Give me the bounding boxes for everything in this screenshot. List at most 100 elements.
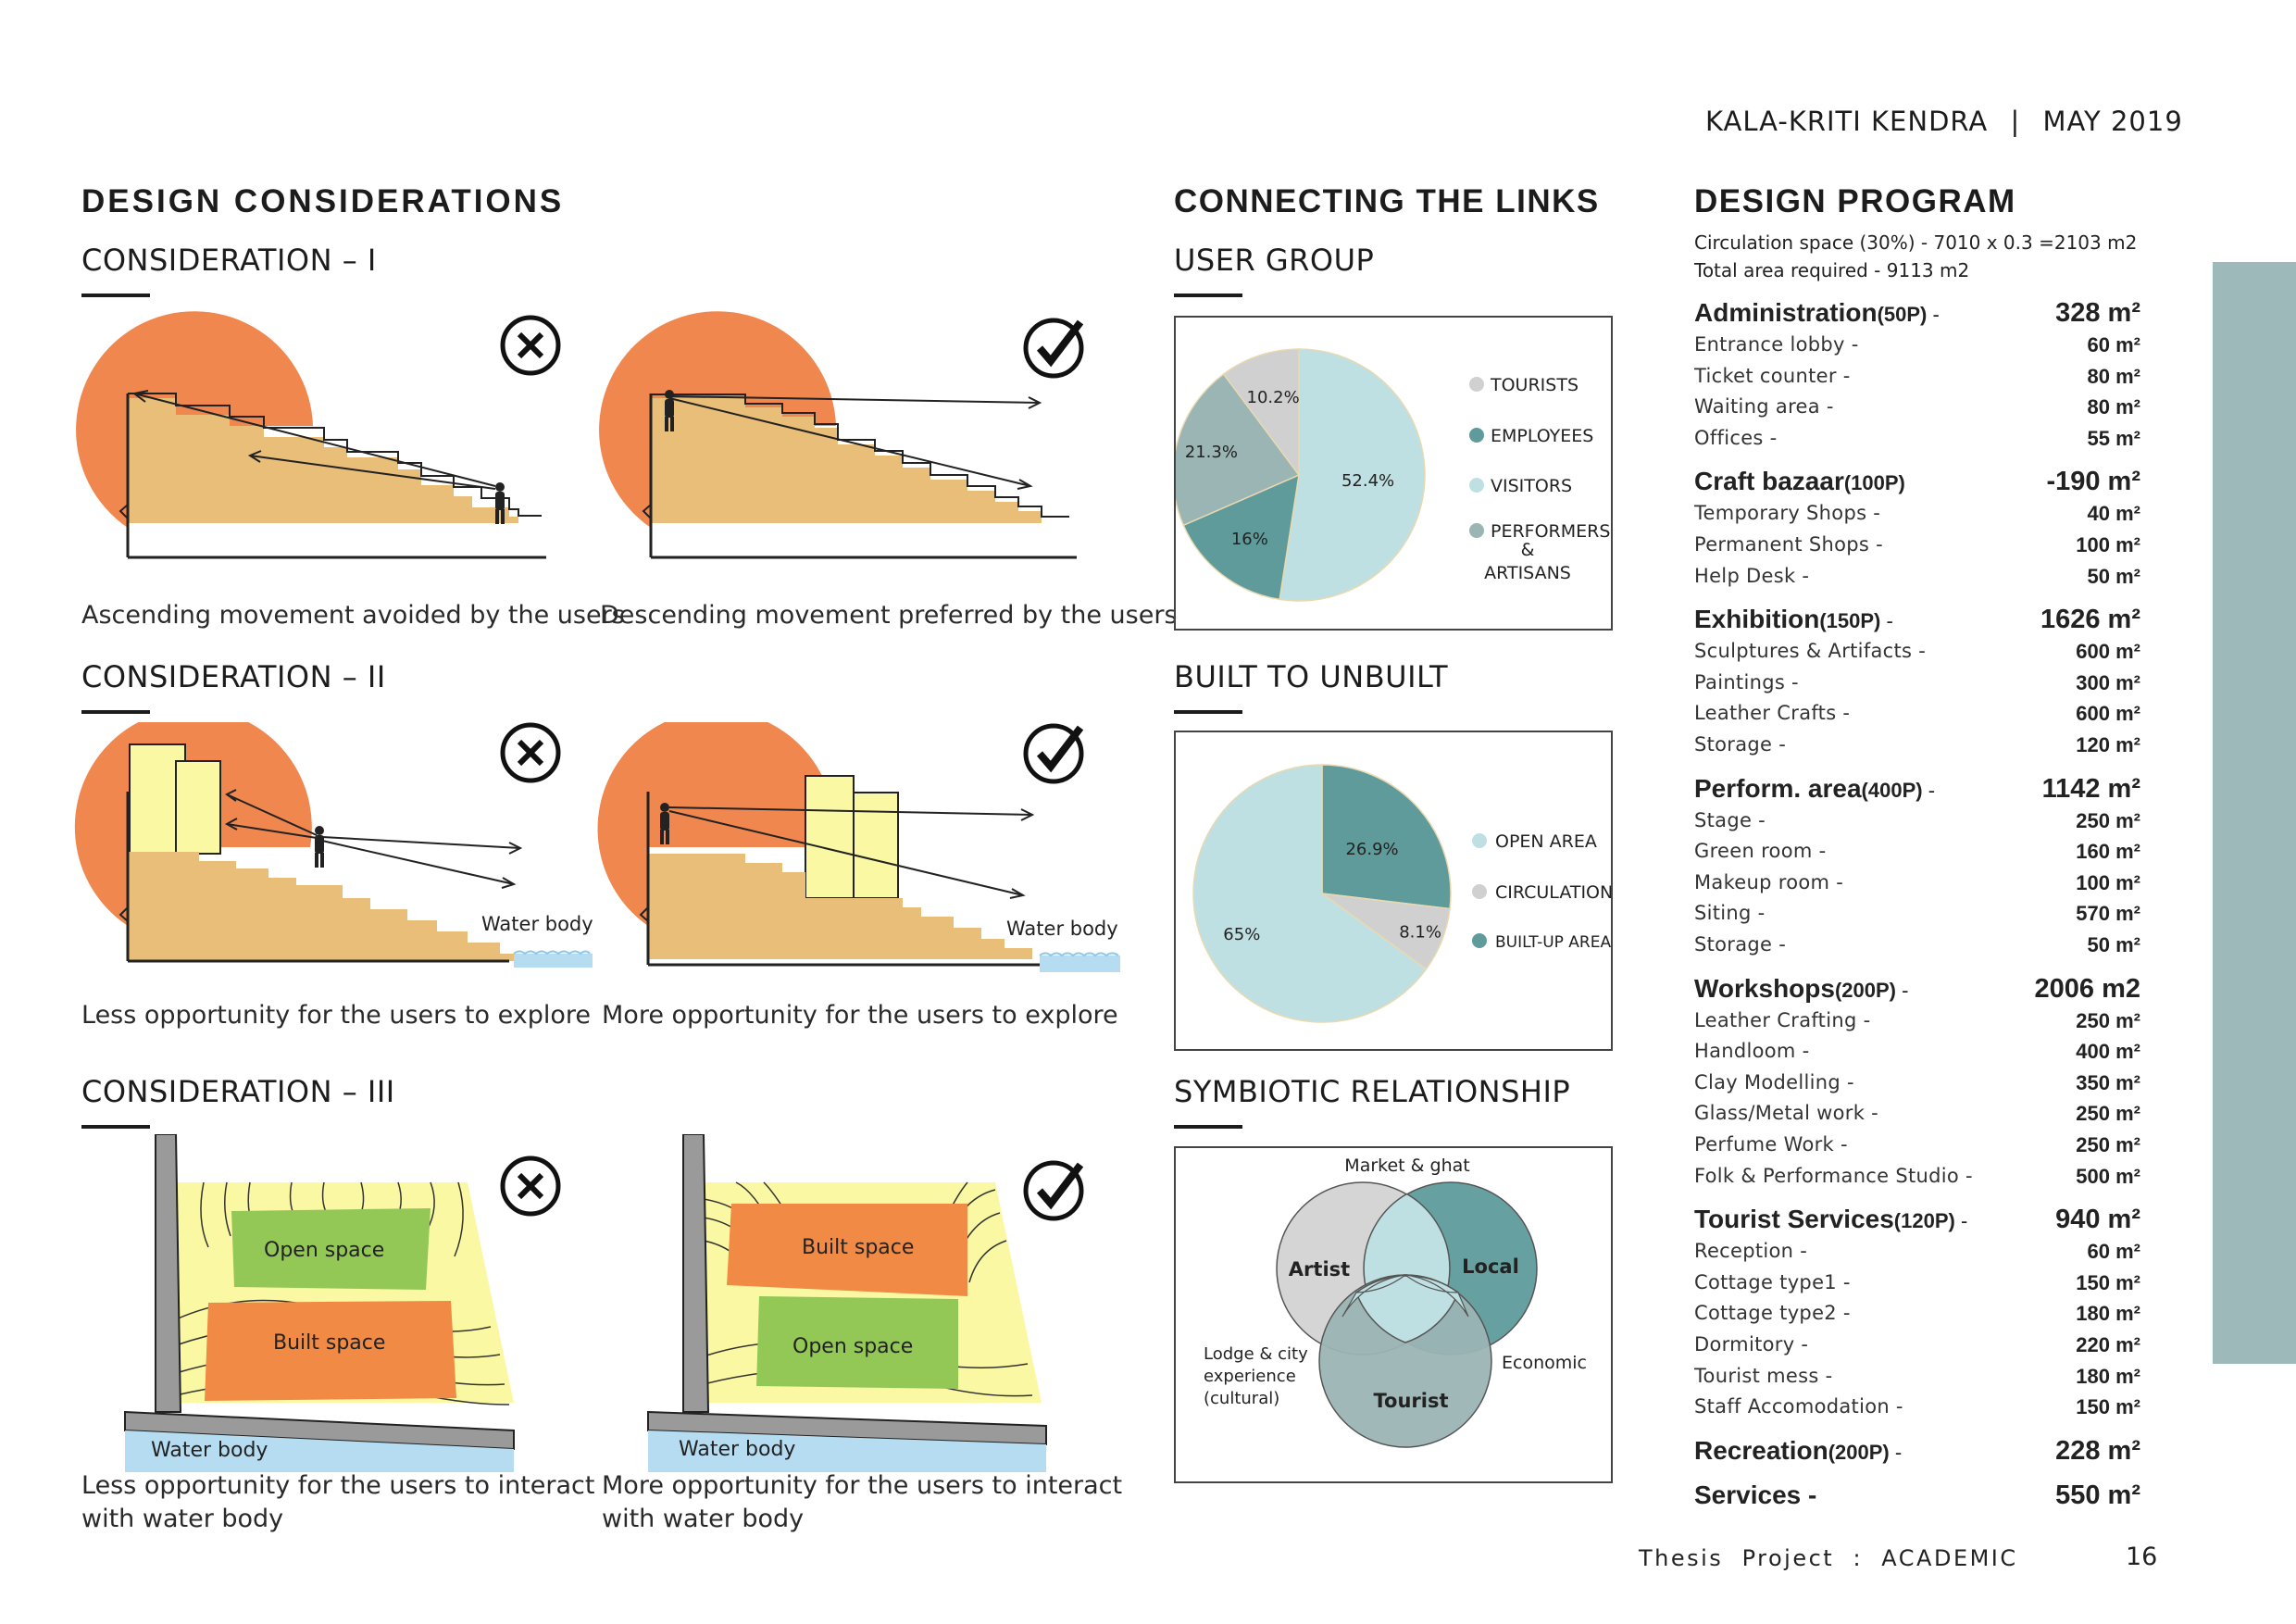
program-label: Storage - [1694,933,1786,956]
cross-icon [500,315,561,376]
legend: TOURISTS EMPLOYEES VISITORS PERFORMERS &… [1469,375,1610,583]
legend-artisans: ARTISANS [1484,563,1571,583]
program-value: 100 m² [2076,533,2140,556]
program-name: Entrance lobby - [1694,333,1859,356]
user-group-chart-box: 52.4% 16% 21.3% 10.2% TOURISTS EMPLOYEES VI… [1172,316,1613,631]
program-label: Perfume Work - [1694,1133,1848,1156]
program-label: Makeup room - [1694,871,1843,893]
program-capacity: (100P) [1843,471,1905,495]
program-category: Recreation(200P) - 228 m² [1694,1436,2140,1468]
legend-dot-open [1472,833,1487,848]
program-label: Exhibition(150P) - [1694,605,1893,634]
program-value: 1142 m² [2041,773,2140,804]
program-name: Offices - [1694,426,1778,449]
pie-label: 16% [1231,530,1268,549]
program-value: 2006 m2 [2034,973,2141,1004]
program-dash: - [1880,609,1893,633]
caption-line: Less opportunity for the users to intera… [81,1471,595,1500]
program-label: Entrance lobby - [1694,333,1859,356]
program-name: Tourist Services [1694,1205,1894,1234]
program-name: Recreation [1694,1435,1828,1465]
program-item: Perfume Work - 250 m² [1694,1133,2140,1165]
footer-label: Thesis Project : ACADEMIC [1639,1545,2018,1571]
program-category: Exhibition(150P) - 1626 m² [1694,605,2140,636]
program-name: Green room - [1694,840,1827,863]
pie-slice [1279,348,1426,602]
program-name: Tourist mess - [1694,1364,1833,1387]
program-name: Stage - [1694,808,1766,831]
program-capacity: (400P) [1861,778,1923,802]
program-label: Cottage type1 - [1694,1271,1851,1293]
program-item: Tourist mess - 180 m² [1694,1365,2140,1396]
program-label: Permanent Shops - [1694,533,1883,556]
caption-line: More opportunity for the users to intera… [602,1471,1123,1500]
site-plan-right [647,1134,1047,1472]
venn-lodge-2: experience [1204,1367,1296,1386]
program-name: Temporary Shops - [1694,502,1881,525]
open-space-label: Open space [792,1335,914,1358]
program-value: 180 m² [2076,1302,2140,1326]
program-value: 600 m² [2076,640,2140,664]
legend: OPEN AREA CIRCULATION BUILT-UP AREA [1472,831,1613,952]
program-name: Perfume Work - [1694,1133,1848,1156]
program-label: Administration(50P) - [1694,298,1940,328]
program-item: Temporary Shops - 40 m² [1694,502,2140,533]
program-item: Cottage type2 - 180 m² [1694,1302,2140,1333]
legend-employees: EMPLOYEES [1491,426,1593,446]
venn-market-ghat: Market & ghat [1344,1156,1469,1176]
legend-circulation: CIRCULATION [1495,882,1611,903]
page-number: 16 [2126,1543,2158,1571]
program-category: Craft bazaar(100P) -190 m² [1694,467,2140,498]
side-band [2213,262,2296,1364]
pie-label: 8.1% [1399,923,1441,943]
built-to-unbuilt-heading: BUILT TO UNBUILT [1174,659,1448,694]
program-dash: - [1954,1209,1968,1233]
program-value: 40 m² [2087,502,2140,526]
program-name: Folk & Performance Studio - [1694,1164,1973,1187]
program-value: 940 m² [2055,1205,2140,1235]
program-name: Reception - [1694,1240,1808,1263]
caption-ascending: Ascending movement avoided by the users [81,601,625,630]
program-name: Cottage type1 - [1694,1270,1851,1293]
pie-label: 52.4% [1341,471,1394,491]
program-name: Siting - [1694,902,1766,925]
pie-label: 21.3% [1185,443,1238,462]
program-name: Permanent Shops - [1694,533,1883,556]
program-label: Services - [1694,1480,1816,1510]
venn-lodge-3: (cultural) [1204,1389,1279,1408]
program-category: Tourist Services(120P) - 940 m² [1694,1205,2140,1236]
program-item: Cottage type1 - 150 m² [1694,1271,2140,1303]
program-value: 55 m² [2087,426,2140,450]
venn-local: Local [1462,1255,1519,1278]
built-space-label: Built space [273,1331,386,1355]
built-chart-box: 26.9% 8.1% 65% OPEN AREA CIRCULATION BUILT… [1174,731,1613,1051]
design-program-title: DESIGN PROGRAM [1694,183,2016,219]
program-name: Waiting area - [1694,395,1834,418]
program-name: Paintings - [1694,670,1799,693]
pie-slice [1182,473,1300,601]
check-icon [1023,720,1088,785]
page-header: KALA-KRITI KENDRA | MAY 2019 [1705,106,2183,137]
program-value: -190 m² [2046,467,2140,497]
program-item: Reception - 60 m² [1694,1240,2140,1271]
program-name: Storage - [1694,733,1787,756]
program-name: Administration [1694,298,1878,327]
program-name: Workshops [1694,973,1835,1003]
caption-more-interact: More opportunity for the users to intera… [602,1469,1122,1536]
check-icon [1023,315,1088,380]
program-value: 300 m² [2076,670,2140,694]
program-value: 80 m² [2087,364,2140,388]
legend-performers: PERFORMERS [1491,521,1610,542]
program-label: Help Desk - [1694,565,1809,587]
program-name: Help Desk - [1694,564,1810,587]
venn-diagram: Market & ghat Artist Local Tourist Econo… [1204,1156,1587,1448]
program-name: Clay Modelling - [1694,1070,1854,1093]
program-label: Recreation(200P) - [1694,1436,1902,1466]
site-plan-left [124,1134,515,1472]
program-capacity: (200P) [1828,1440,1890,1464]
program-item: Glass/Metal work - 250 m² [1694,1102,2140,1133]
program-name: Exhibition [1694,605,1820,634]
venn-lodge-1: Lodge & city [1204,1344,1308,1364]
program-label: Dormitory - [1694,1333,1808,1355]
program-name: Services - [1694,1480,1817,1509]
